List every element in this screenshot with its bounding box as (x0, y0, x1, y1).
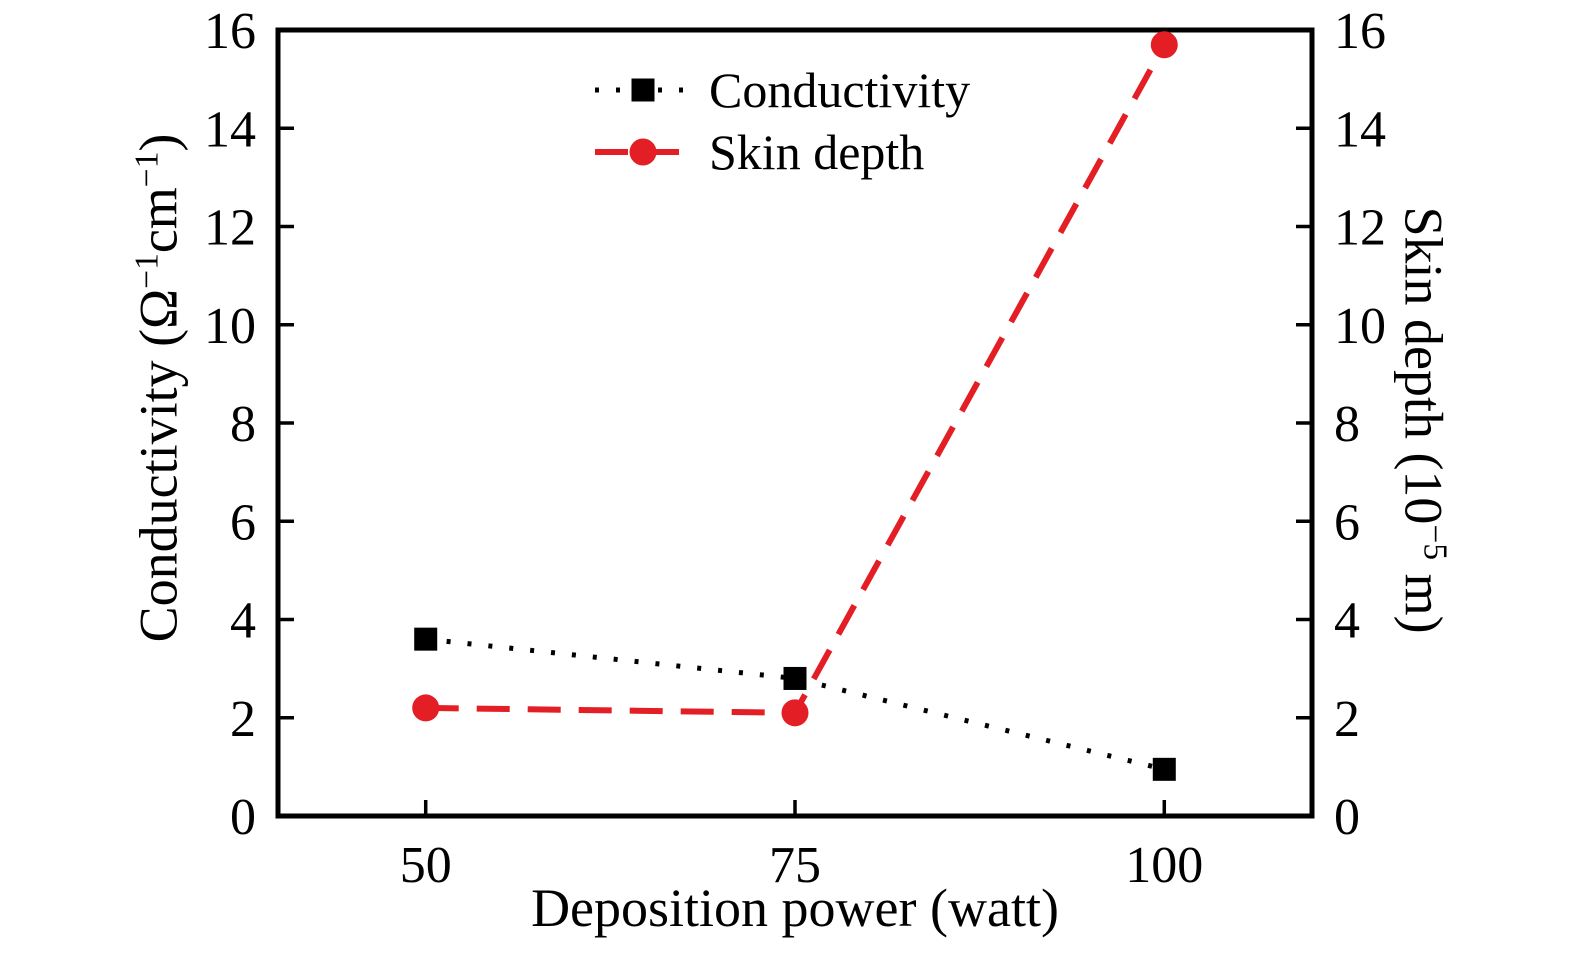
y-tick-label-right: 12 (1334, 200, 1386, 257)
legend: Conductivity Skin depth (593, 64, 970, 178)
skin-depth-legend-marker (629, 138, 657, 166)
conductivity-marker (783, 666, 807, 690)
right-axis-title-text2: m) (1393, 560, 1454, 634)
y-tick-label-right: 8 (1334, 396, 1360, 453)
y-tick-label-left: 14 (204, 101, 256, 158)
conductivity-marker (1152, 757, 1176, 781)
y-tick-label-left: 10 (204, 298, 256, 355)
skin-depth-marker (781, 699, 809, 727)
right-axis-title-text: Skin depth (10 (1393, 206, 1454, 525)
legend-label-conductivity: Conductivity (709, 62, 971, 118)
y-tick-label-right: 2 (1334, 691, 1360, 748)
y-tick-label-left: 2 (230, 691, 256, 748)
legend-sample-skin-depth (595, 138, 691, 166)
left-axis-title: Conductivity (Ω−1cm−1) (128, 133, 189, 643)
left-axis-title-sup1: −1 (128, 253, 166, 289)
legend-label-skin-depth: Skin depth (709, 124, 925, 180)
y-tick-label-left: 16 (204, 3, 256, 60)
left-axis-title-text2: cm (128, 187, 189, 254)
skin-depth-marker (1150, 31, 1178, 59)
right-axis-title: Skin depth (10−5 m) (1393, 206, 1454, 634)
y-tick-label-right: 14 (1334, 101, 1386, 158)
y-tick-label-right: 0 (1334, 789, 1360, 846)
skin-depth-marker (412, 694, 440, 722)
y-tick-label-left: 8 (230, 396, 256, 453)
legend-sample-conductivity (595, 78, 691, 102)
y-tick-label-left: 12 (204, 200, 256, 257)
y-tick-label-left: 6 (230, 494, 256, 551)
x-tick-label: 50 (400, 837, 452, 894)
x-axis-title: Deposition power (watt) (531, 878, 1059, 938)
right-axis-title-sup: −5 (1416, 524, 1454, 561)
conductivity-legend-marker (631, 78, 655, 102)
y-tick-label-right: 4 (1334, 593, 1360, 650)
y-tick-label-right: 6 (1334, 494, 1360, 551)
left-axis-title-sup2: −1 (128, 151, 166, 188)
left-axis-title-text3: ) (128, 133, 189, 152)
y-tick-label-left: 0 (230, 789, 256, 846)
x-tick-label: 75 (769, 837, 821, 894)
y-tick-label-right: 10 (1334, 298, 1386, 355)
legend-item-skin-depth: Skin depth (593, 126, 970, 178)
y-tick-label-right: 16 (1334, 3, 1386, 60)
legend-item-conductivity: Conductivity (593, 64, 970, 116)
conductivity-marker (414, 627, 438, 651)
y-tick-label-left: 4 (230, 593, 256, 650)
left-axis-title-text: Conductivity (Ω (128, 288, 189, 643)
x-tick-label: 100 (1125, 837, 1203, 894)
